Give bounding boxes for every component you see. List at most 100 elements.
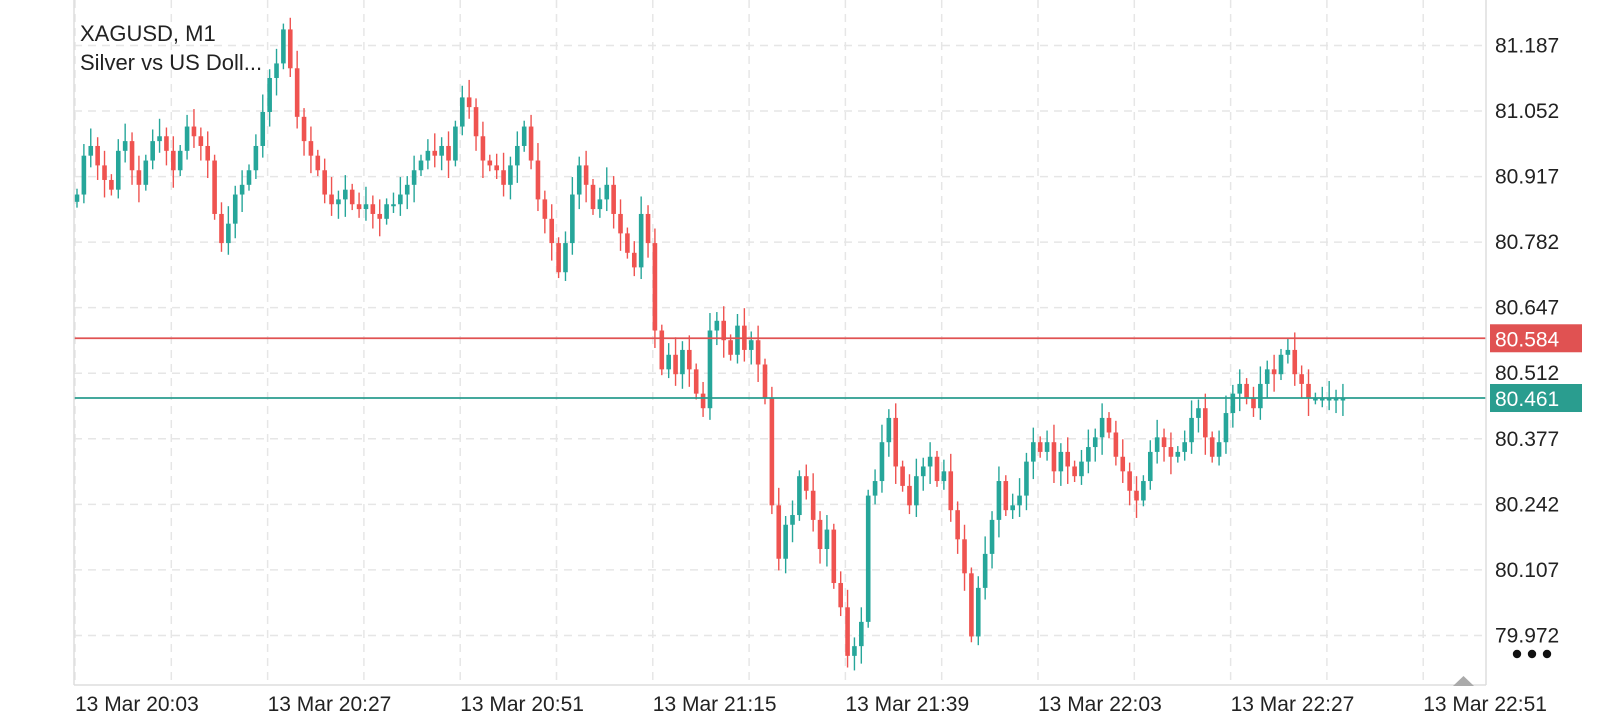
candle-body xyxy=(501,170,506,185)
candle-body xyxy=(1251,398,1256,409)
candle-body xyxy=(1230,393,1236,414)
candle-body xyxy=(948,471,954,511)
candle-body xyxy=(391,204,396,207)
candle-body xyxy=(308,141,314,156)
candle-body xyxy=(790,515,795,525)
candle-body xyxy=(638,213,644,268)
bid-price-label: 80.461 xyxy=(1495,388,1559,411)
candle-body xyxy=(852,646,857,656)
y-tick-label: 81.187 xyxy=(1495,34,1559,57)
ask-price-label: 80.584 xyxy=(1495,328,1560,351)
candle-body xyxy=(975,587,981,637)
candle-body xyxy=(583,165,589,185)
candle-body xyxy=(797,476,802,516)
candle-body xyxy=(982,553,988,588)
candle-body xyxy=(446,145,451,161)
candle-body xyxy=(1271,369,1277,375)
candle-body xyxy=(377,213,383,219)
candle-body xyxy=(714,320,720,331)
candle-body xyxy=(1154,437,1160,452)
candle-body xyxy=(129,141,135,171)
candle-body xyxy=(1065,451,1071,467)
candle-body xyxy=(274,63,279,78)
candle-body xyxy=(459,97,465,127)
candle-body xyxy=(934,456,940,482)
candle-body xyxy=(900,466,905,486)
candle-body xyxy=(184,126,190,151)
candle-body xyxy=(920,466,926,477)
candle-body xyxy=(776,505,782,559)
candle-body xyxy=(1017,495,1022,506)
candle-body xyxy=(625,233,630,253)
x-tick-label: 13 Mar 22:03 xyxy=(1038,693,1162,716)
candle-body xyxy=(941,471,947,482)
candle-body xyxy=(693,369,699,394)
candle-body xyxy=(198,136,204,146)
y-tick-label: 79.972 xyxy=(1495,624,1559,647)
candle-body xyxy=(879,442,885,482)
candle-body xyxy=(1106,417,1112,433)
candle-body xyxy=(205,145,211,161)
candle-body xyxy=(1189,417,1194,443)
candle-body xyxy=(1003,481,1009,511)
candle-body xyxy=(1134,490,1139,501)
candle-body xyxy=(356,204,362,210)
candle-body xyxy=(810,490,816,520)
candle-body xyxy=(1147,451,1153,482)
candle-body xyxy=(287,29,293,69)
candle-body xyxy=(666,354,671,370)
candle-body xyxy=(803,476,809,491)
candle-body xyxy=(74,194,80,202)
candle-body xyxy=(845,607,850,656)
candle-body xyxy=(659,330,665,370)
candle-body xyxy=(1127,471,1132,491)
candle-body xyxy=(535,160,541,200)
candle-body xyxy=(1292,349,1298,375)
candle-body xyxy=(1086,447,1091,462)
candle-body xyxy=(1299,374,1304,384)
candle-body xyxy=(700,393,706,409)
candle-body xyxy=(480,136,486,161)
candle-body xyxy=(1244,383,1249,399)
candle-body xyxy=(1024,461,1029,496)
candle-body xyxy=(652,243,658,331)
x-tick-label: 13 Mar 22:27 xyxy=(1231,693,1355,716)
bid-price-badge xyxy=(1490,384,1582,413)
candle-body xyxy=(384,204,389,219)
candle-body xyxy=(1010,505,1015,511)
candle-body xyxy=(88,145,94,156)
candle-body xyxy=(576,165,582,195)
candle-body xyxy=(418,160,424,171)
candle-body xyxy=(597,199,603,210)
candle-body xyxy=(1258,383,1263,409)
candle-body xyxy=(721,320,727,341)
candle-body xyxy=(831,529,837,584)
candle-body xyxy=(907,485,912,506)
candle-body xyxy=(1306,383,1311,399)
candle-body xyxy=(680,349,685,375)
candle-body xyxy=(996,481,1002,520)
candle-body xyxy=(955,510,960,540)
x-tick-label: 13 Mar 20:51 xyxy=(460,693,584,716)
candle-body xyxy=(735,325,740,355)
candle-body xyxy=(294,68,300,117)
candle-body xyxy=(893,417,899,467)
candle-body xyxy=(1223,413,1229,443)
candle-body xyxy=(563,243,568,273)
candle-body xyxy=(549,218,555,244)
candle-body xyxy=(1319,398,1325,401)
candle-body xyxy=(246,170,252,185)
candle-body xyxy=(404,184,410,195)
candle-body xyxy=(212,160,217,214)
candle-body xyxy=(370,204,376,214)
candle-body xyxy=(769,398,775,506)
candle-body xyxy=(432,150,438,156)
candle-body xyxy=(1079,461,1084,477)
more-dots-icon[interactable] xyxy=(1500,638,1560,672)
y-tick-label: 80.647 xyxy=(1495,297,1559,320)
candle-body xyxy=(673,354,678,375)
candle-body xyxy=(487,160,493,166)
candle-body xyxy=(570,194,575,244)
scroll-to-end-triangle-icon[interactable] xyxy=(1453,676,1474,686)
